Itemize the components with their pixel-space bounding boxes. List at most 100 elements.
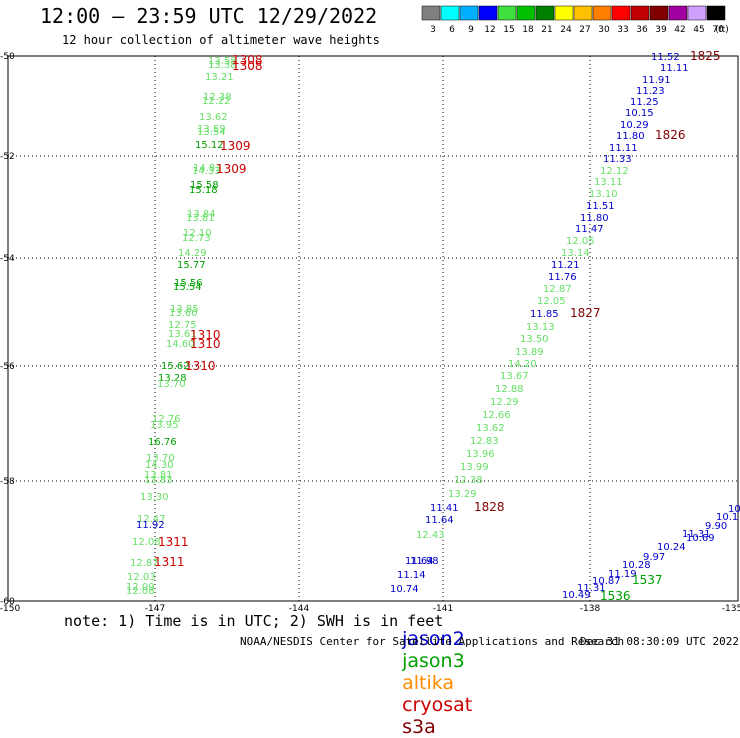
lon-tick-label: -147 xyxy=(145,604,165,614)
wave-height-value: 13.83 xyxy=(144,475,173,486)
wave-height-value: 12.83 xyxy=(470,436,499,447)
wave-height-value: 11.14 xyxy=(397,570,426,581)
wave-height-value: 13.70 xyxy=(146,453,175,464)
wave-height-value: 11.76 xyxy=(548,272,577,283)
pass-time-label: 1311 xyxy=(154,555,185,569)
legend-swatch xyxy=(440,5,460,21)
wave-height-value: 9.90 xyxy=(705,521,727,532)
wave-height-value: 12.08 xyxy=(132,537,161,548)
legend-swatch xyxy=(497,5,517,21)
legend-swatch xyxy=(668,5,688,21)
page-subtitle: 12 hour collection of altimeter wave hei… xyxy=(62,33,380,47)
wave-height-value: 14.20 xyxy=(508,359,537,370)
wave-height-value: 13.84 xyxy=(187,209,216,220)
wave-height-value: 12.29 xyxy=(490,397,519,408)
wave-height-value: 13.14 xyxy=(561,248,590,259)
timestamp-text: Dec 31 08:30:09 UTC 2022 xyxy=(580,635,739,648)
legend-label: 9 xyxy=(468,25,474,35)
lon-tick-label: -141 xyxy=(433,604,453,614)
wave-height-value: 13.21 xyxy=(205,72,234,83)
wave-height-value: 11.64 xyxy=(425,515,454,526)
pass-time-label: 1309 xyxy=(216,162,247,176)
legend-swatch xyxy=(459,5,479,21)
wave-height-value: 11.98 xyxy=(410,556,439,567)
wave-height-value: 14.83 xyxy=(193,163,222,174)
wave-height-value: 12.08 xyxy=(126,586,155,597)
satellite-s3a: s3a xyxy=(402,716,436,738)
wave-height-value: 15.54 xyxy=(173,282,202,293)
legend-label: 24 xyxy=(560,25,572,35)
wave-height-value: 11.19 xyxy=(608,569,637,580)
pass-time-label: 1825 xyxy=(690,49,721,63)
footer-note: note: 1) Time is in UTC; 2) SWH is in fe… xyxy=(64,612,444,630)
wave-height-value: 15.77 xyxy=(177,260,206,271)
wave-height-value: 11.80 xyxy=(580,213,609,224)
wave-height-value: 13.54 xyxy=(197,127,226,138)
lon-tick-label: -135 xyxy=(722,604,740,614)
wave-height-value: 11.92 xyxy=(136,520,165,531)
lat-tick-label: -56 xyxy=(0,362,15,372)
wave-height-value: 13.50 xyxy=(520,334,549,345)
legend-label: 3 xyxy=(430,25,436,35)
legend-label: 12 xyxy=(484,25,495,35)
wave-height-value: 13.89 xyxy=(515,347,544,358)
wave-height-value: 15.56 xyxy=(174,278,203,289)
satellite-cryosat: cryosat xyxy=(402,694,473,716)
wave-height-value: 12.88 xyxy=(495,384,524,395)
wave-height-value: 11.21 xyxy=(551,260,580,271)
wave-height-value: 12.76 xyxy=(152,414,181,425)
legend-label: 39 xyxy=(655,25,667,35)
wave-height-value: 11.23 xyxy=(636,86,665,97)
wave-height-value: 10.1 xyxy=(716,512,738,523)
satellite-jason3: jason3 xyxy=(402,650,465,672)
wave-height-value: 10.74 xyxy=(390,584,419,595)
altimeter-map: -50 -52 -54 -56 -58 -60-150 -147 -144 -141 -138 -1… xyxy=(0,49,740,614)
lon-tick-label: -144 xyxy=(289,604,310,614)
wave-height-value: 12.38 xyxy=(454,475,483,486)
lon-tick-label: -138 xyxy=(580,604,601,614)
wave-height-value: 10.87 xyxy=(592,576,621,587)
wave-height-value: 9.97 xyxy=(643,552,665,563)
pass-time-label: 1310 xyxy=(190,328,221,342)
wave-height-value: 11.31 xyxy=(682,529,711,540)
wave-height-value: 13.81 xyxy=(144,470,173,481)
wave-height-value: 11.33 xyxy=(603,154,632,165)
wave-height-value: 12.87 xyxy=(543,284,572,295)
wave-height-value: 12.43 xyxy=(416,530,445,541)
legend-swatch xyxy=(630,5,650,21)
wave-height-value: 14.29 xyxy=(178,248,207,259)
wave-height-value: 11.91 xyxy=(642,75,671,86)
wave-height-value: 13.99 xyxy=(460,462,489,473)
wave-height-value: 14.33 xyxy=(192,166,221,177)
wave-height-value: 13.10 xyxy=(589,189,618,200)
pass-time-label: 1310 xyxy=(190,337,221,351)
wave-height-value: 14.60 xyxy=(166,339,195,350)
wave-height-value: 10.49 xyxy=(562,590,591,601)
wave-height-value: 15.18 xyxy=(189,185,218,196)
legend-label: 15 xyxy=(503,25,514,35)
wave-height-value: 13.13 xyxy=(526,322,555,333)
legend-swatch xyxy=(516,5,536,21)
pass-time-label: 1828 xyxy=(474,500,505,514)
wave-height-value: 10.15 xyxy=(625,108,654,119)
wave-height-value: 12.09 xyxy=(126,582,155,593)
wave-height-value: 12.22 xyxy=(202,96,231,107)
wave-height-value: 10 xyxy=(728,504,740,515)
wave-height-value: 13.62 xyxy=(476,423,505,434)
lat-tick-label: -58 xyxy=(0,477,15,487)
legend-swatch xyxy=(592,5,612,21)
wave-height-value: 13.95 xyxy=(150,420,179,431)
legend-label: 21 xyxy=(541,25,552,35)
wave-height-value: 15.12 xyxy=(195,140,224,151)
wave-height-value: 11.41 xyxy=(430,503,459,514)
wave-height-value: 12.73 xyxy=(182,233,211,244)
pass-time-label: 1311 xyxy=(158,535,189,549)
wave-height-value: 14.30 xyxy=(145,460,174,471)
wave-height-value: 15.62 xyxy=(161,361,190,372)
wave-height-value: 13.28 xyxy=(158,373,187,384)
wave-height-value: 13.96 xyxy=(466,449,495,460)
lat-tick-label: -52 xyxy=(0,152,15,162)
wave-height-color-legend: 3 6 9 12 15 18 21 24 27 30 33 36 39 42 45 70(ft) xyxy=(421,5,729,35)
credit-text: NOAA/NESDIS Center for Satellite Applica… xyxy=(240,635,625,648)
wave-height-value: 12.47 xyxy=(137,514,166,525)
